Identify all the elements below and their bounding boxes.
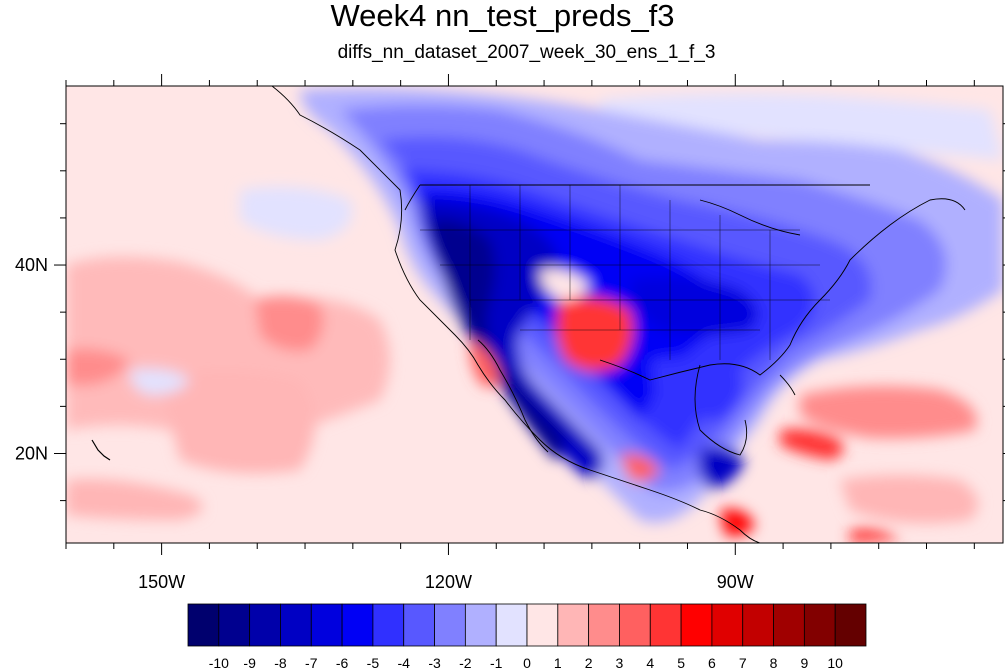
colorbar-swatch	[464, 603, 497, 647]
colorbar-swatch	[803, 603, 836, 647]
colorbar-swatch	[372, 603, 405, 647]
colorbar-swatch	[834, 603, 867, 647]
colorbar-label: 1	[554, 655, 562, 671]
lat-tick-label: 40N	[15, 255, 48, 275]
anomaly-field	[66, 86, 1003, 543]
colorbar-label: -2	[459, 655, 472, 671]
colorbar-label: -5	[367, 655, 380, 671]
colorbar-label: 10	[827, 655, 843, 671]
colorbar-swatch	[218, 603, 251, 647]
map-frame	[65, 85, 1004, 544]
colorbar-swatch	[403, 603, 435, 647]
colorbar-label: -6	[336, 655, 349, 671]
state-borders	[420, 185, 830, 360]
colorbar-label: 4	[646, 655, 654, 671]
colorbar-label: 7	[739, 655, 747, 671]
colorbar-label: 3	[616, 655, 624, 671]
colorbar-label: -9	[243, 655, 256, 671]
colorbar-swatch	[773, 603, 805, 647]
colorbar-label: -3	[428, 655, 441, 671]
colorbar-label: 0	[523, 655, 531, 671]
colorbar-swatch	[280, 603, 312, 647]
colorbar-label: 6	[708, 655, 716, 671]
colorbar-swatch	[310, 603, 343, 647]
colorbar-label: -10	[209, 655, 229, 671]
colorbar: -10 -9 -8 -7 -6 -5 -4 -3 -2 -1 0 1 2 3 4 5 6 7 8 9 10	[187, 603, 867, 671]
colorbar-label: 2	[585, 655, 593, 671]
colorbar-swatch	[649, 603, 682, 647]
colorbar-swatch	[557, 603, 590, 647]
lon-tick-label: 150W	[138, 572, 185, 592]
colorbar-label: 5	[677, 655, 685, 671]
colorbar-label: -4	[398, 655, 411, 671]
colorbar-label: -1	[490, 655, 503, 671]
colorbar-swatch	[495, 603, 528, 647]
colorbar-swatch	[187, 603, 220, 647]
lat-tick-label: 20N	[15, 443, 48, 463]
colorbar-swatch	[619, 603, 651, 647]
map-subtitle: diffs_nn_dataset_2007_week_30_ens_1_f_3	[337, 42, 716, 63]
lon-tick-label: 90W	[717, 572, 754, 592]
colorbar-label: 8	[770, 655, 778, 671]
colorbar-label: -7	[305, 655, 318, 671]
colorbar-swatch	[434, 603, 466, 647]
colorbar-label: -8	[274, 655, 287, 671]
colorbar-label: 9	[800, 655, 808, 671]
map-title: Week4 nn_test_preds_f3	[330, 0, 675, 33]
colorbar-swatch	[249, 603, 281, 647]
colorbar-swatch	[341, 603, 374, 647]
colorbar-swatch	[711, 603, 744, 647]
coastlines	[91, 86, 966, 543]
colorbar-swatch	[588, 603, 620, 647]
colorbar-swatch	[680, 603, 713, 647]
colorbar-swatch	[742, 603, 774, 647]
lon-tick-label: 120W	[425, 572, 472, 592]
axis-ticks: 150W 120W 90W 40N 20N	[15, 74, 1005, 592]
colorbar-swatch	[526, 603, 559, 647]
